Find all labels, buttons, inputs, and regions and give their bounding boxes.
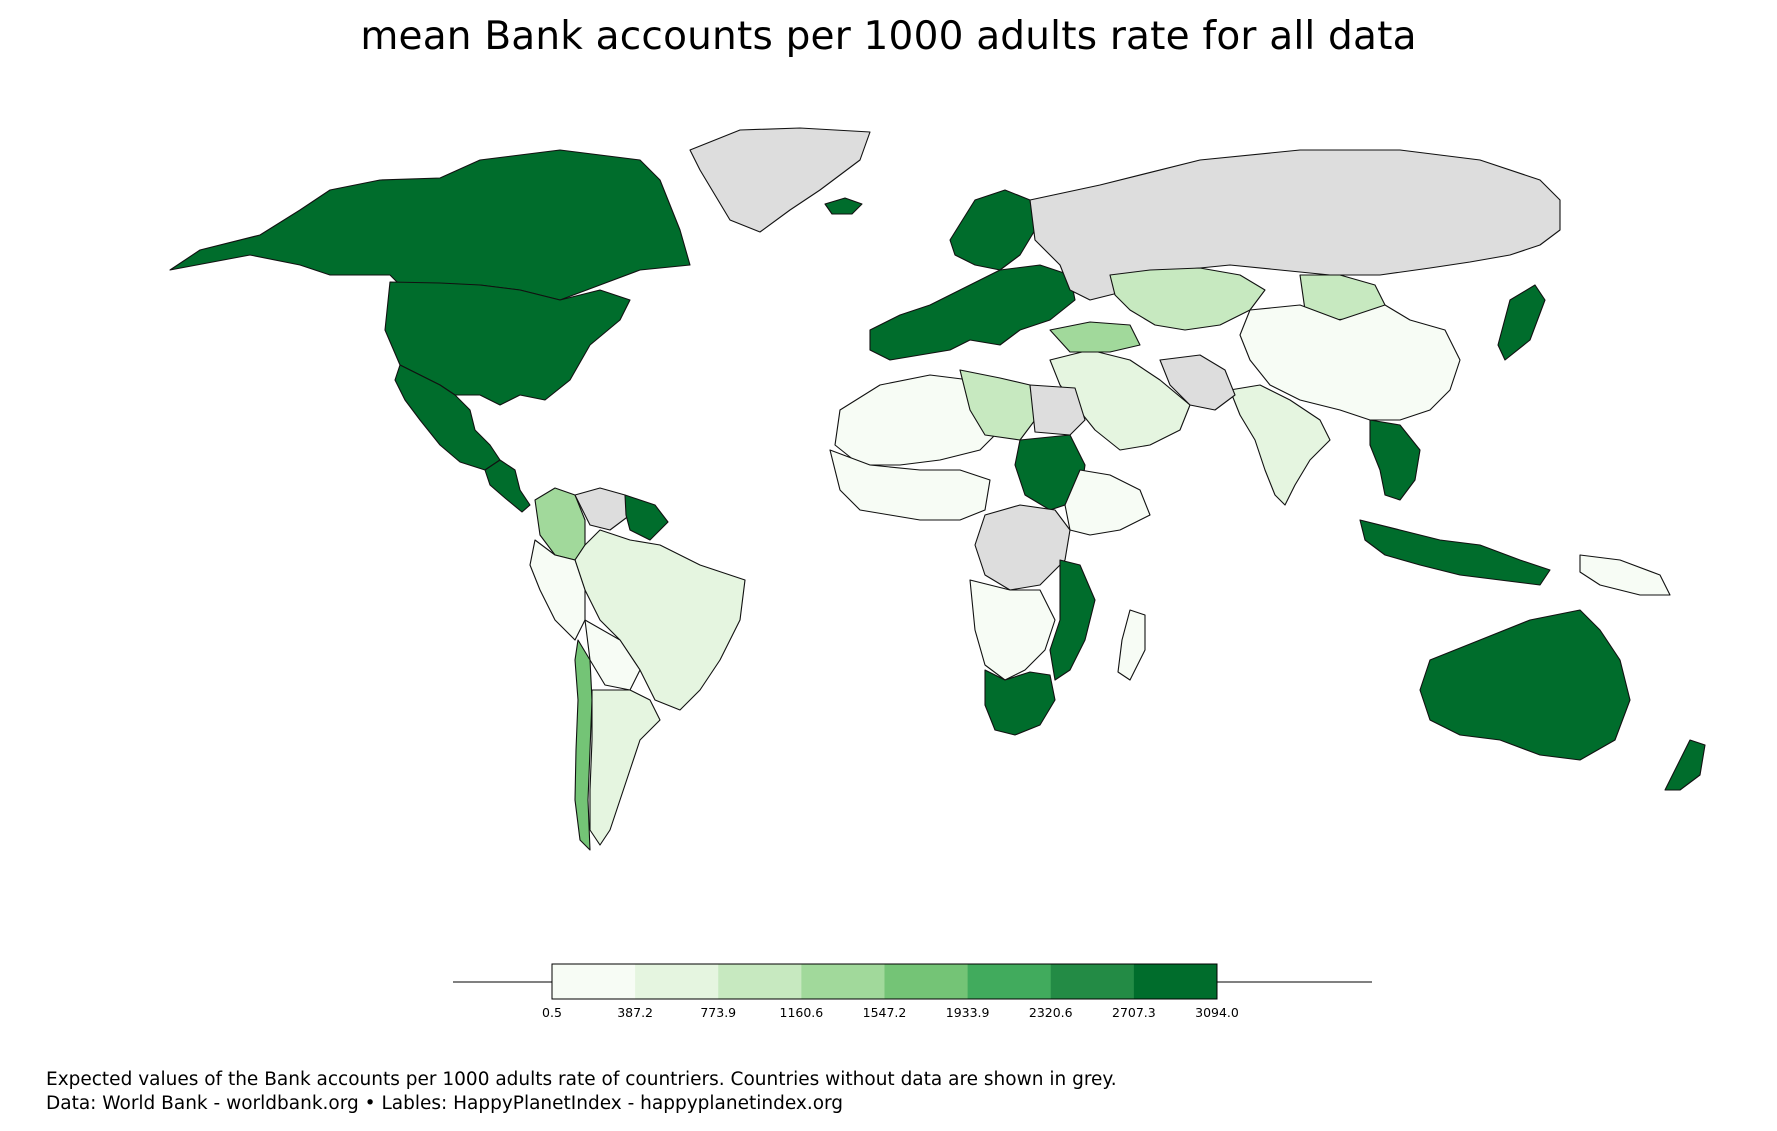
region-central-africa [974,504,1071,591]
legend-tick-label: 1547.2 [863,1005,907,1020]
legend-cell [1050,964,1135,999]
region-east-africa [1064,469,1151,536]
region-papua-new-guinea [1579,554,1671,596]
region-guianas [624,494,669,541]
region-china [1239,304,1461,421]
legend-tick-label: 0.5 [542,1005,562,1020]
legend-tick-label: 2320.6 [1029,1005,1073,1020]
region-indonesia [1359,519,1551,586]
region-south-africa [984,669,1056,736]
region-egypt [1029,384,1086,436]
legend-tick-label: 773.9 [700,1005,736,1020]
region-west-africa [829,449,991,521]
legend-cell [801,964,885,999]
legend-cell [718,964,802,999]
legend-cell [552,964,636,999]
legend-tick-label: 387.2 [617,1005,653,1020]
region-central-america [484,459,531,513]
legend-frame [551,963,1218,1000]
footer-caption: Expected values of the Bank accounts per… [46,1069,1117,1090]
region-iceland [824,197,863,215]
region-western-europe [869,264,1076,361]
legend-cell [884,964,969,999]
region-brazil [574,529,746,711]
region-greenland [689,127,871,233]
legend-cell [1133,964,1218,999]
footer-source: Data: World Bank - worldbank.org • Lable… [46,1093,844,1114]
world-map [169,127,1706,851]
legend-tick-label: 3094.0 [1195,1005,1239,1020]
legend-cell [967,964,1052,999]
region-japan [1497,284,1546,361]
legend-tick-labels: 0.5 387.2 773.9 1160.6 1547.2 1933.9 2320.6 270… [542,1005,1239,1020]
region-new-zealand [1664,739,1706,791]
region-peru [529,539,586,641]
map-title: mean Bank accounts per 1000 adults rate … [360,14,1417,59]
region-mozambique [1049,559,1096,681]
legend-tick-label: 1160.6 [780,1005,824,1020]
country-regions [169,127,1706,851]
region-kazakhstan [1109,267,1266,331]
legend-cell [635,964,719,999]
region-southeast-asia [1369,419,1421,501]
region-argentina [589,689,661,846]
region-southern-africa [969,579,1056,681]
color-legend: 0.5 387.2 773.9 1160.6 1547.2 1933.9 2320.6 270… [453,963,1372,1020]
region-india [1229,384,1331,506]
region-australia [1419,609,1631,761]
region-russia [1029,149,1561,301]
region-turkey [1049,321,1141,353]
region-libya [959,369,1036,441]
legend-cells [552,964,1218,999]
region-canada [169,149,691,301]
region-madagascar [1117,609,1146,681]
legend-tick-label: 2707.3 [1112,1005,1156,1020]
region-scandinavia [949,189,1036,271]
legend-tick-label: 1933.9 [946,1005,990,1020]
region-iran [1159,354,1236,411]
